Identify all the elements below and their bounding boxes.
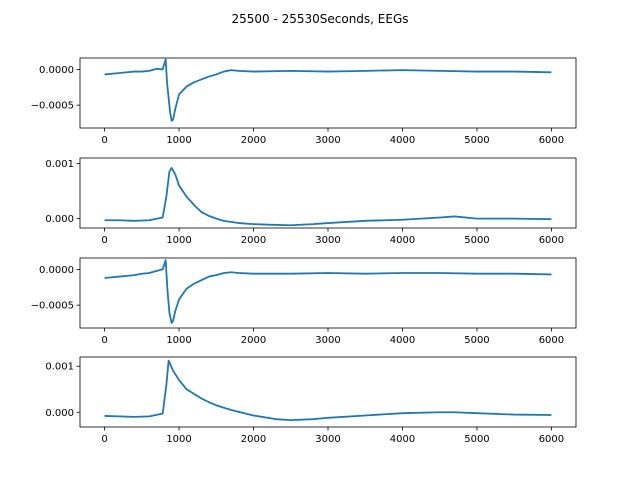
x-tick-label: 2000 [241,434,266,445]
y-tick-label: −0.0005 [31,301,74,312]
x-tick-label: 1000 [166,135,191,146]
series-line-1-1 [104,58,552,122]
x-tick-label: 5000 [464,235,489,246]
subplot-4: 0 1000 2000 3000 4000 5000 6000 0.000 0.001 [45,356,577,445]
x-tick-label: 5000 [464,135,489,146]
x-tick-label: 0 [101,434,107,445]
subplot-2: 0 1000 2000 3000 4000 5000 6000 0.000 0.001 [45,157,577,246]
series-line-3-1 [104,259,552,324]
y-tick-label: 0.001 [45,362,74,373]
y-tick-label: 0.000 [45,408,74,419]
x-tick-label: 4000 [390,434,415,445]
x-tick-label: 5000 [464,434,489,445]
x-tick-label: 3000 [315,235,340,246]
y-tick-label: 0.000 [45,214,74,225]
x-tick-label: 0 [101,235,107,246]
x-tick-label: 1000 [166,434,191,445]
x-tick-label: 1000 [166,335,191,346]
x-tick-label: 2000 [241,135,266,146]
x-tick-label: 3000 [315,135,340,146]
x-tick-label: 6000 [539,235,564,246]
x-tick-label: 0 [101,335,107,346]
x-tick-label: 4000 [390,135,415,146]
x-tick-label: 3000 [315,434,340,445]
x-tick-label: 1000 [166,235,191,246]
series-line-4-1 [104,359,552,421]
y-tick-label: 0.0000 [39,65,74,76]
x-tick-label: 4000 [390,335,415,346]
subplot-3: 0 1000 2000 3000 4000 5000 6000 −0.0005 0.0000 [31,257,577,346]
y-tick-label: 0.0000 [39,265,74,276]
x-tick-label: 0 [101,135,107,146]
x-tick-label: 6000 [539,434,564,445]
x-tick-label: 6000 [539,135,564,146]
x-tick-label: 5000 [464,335,489,346]
x-tick-label: 3000 [315,335,340,346]
x-tick-label: 2000 [241,335,266,346]
series-line-2-1 [104,167,552,227]
subplot-1: 0 1000 2000 3000 4000 5000 6000 −0.0005 0.0000 [31,57,577,146]
y-tick-label: 0.001 [45,159,74,170]
y-tick-label: −0.0005 [31,101,74,112]
x-tick-label: 4000 [390,235,415,246]
x-tick-label: 6000 [539,335,564,346]
x-tick-label: 2000 [241,235,266,246]
figure-title: 25500 - 25530Seconds, EEGs [231,12,408,26]
